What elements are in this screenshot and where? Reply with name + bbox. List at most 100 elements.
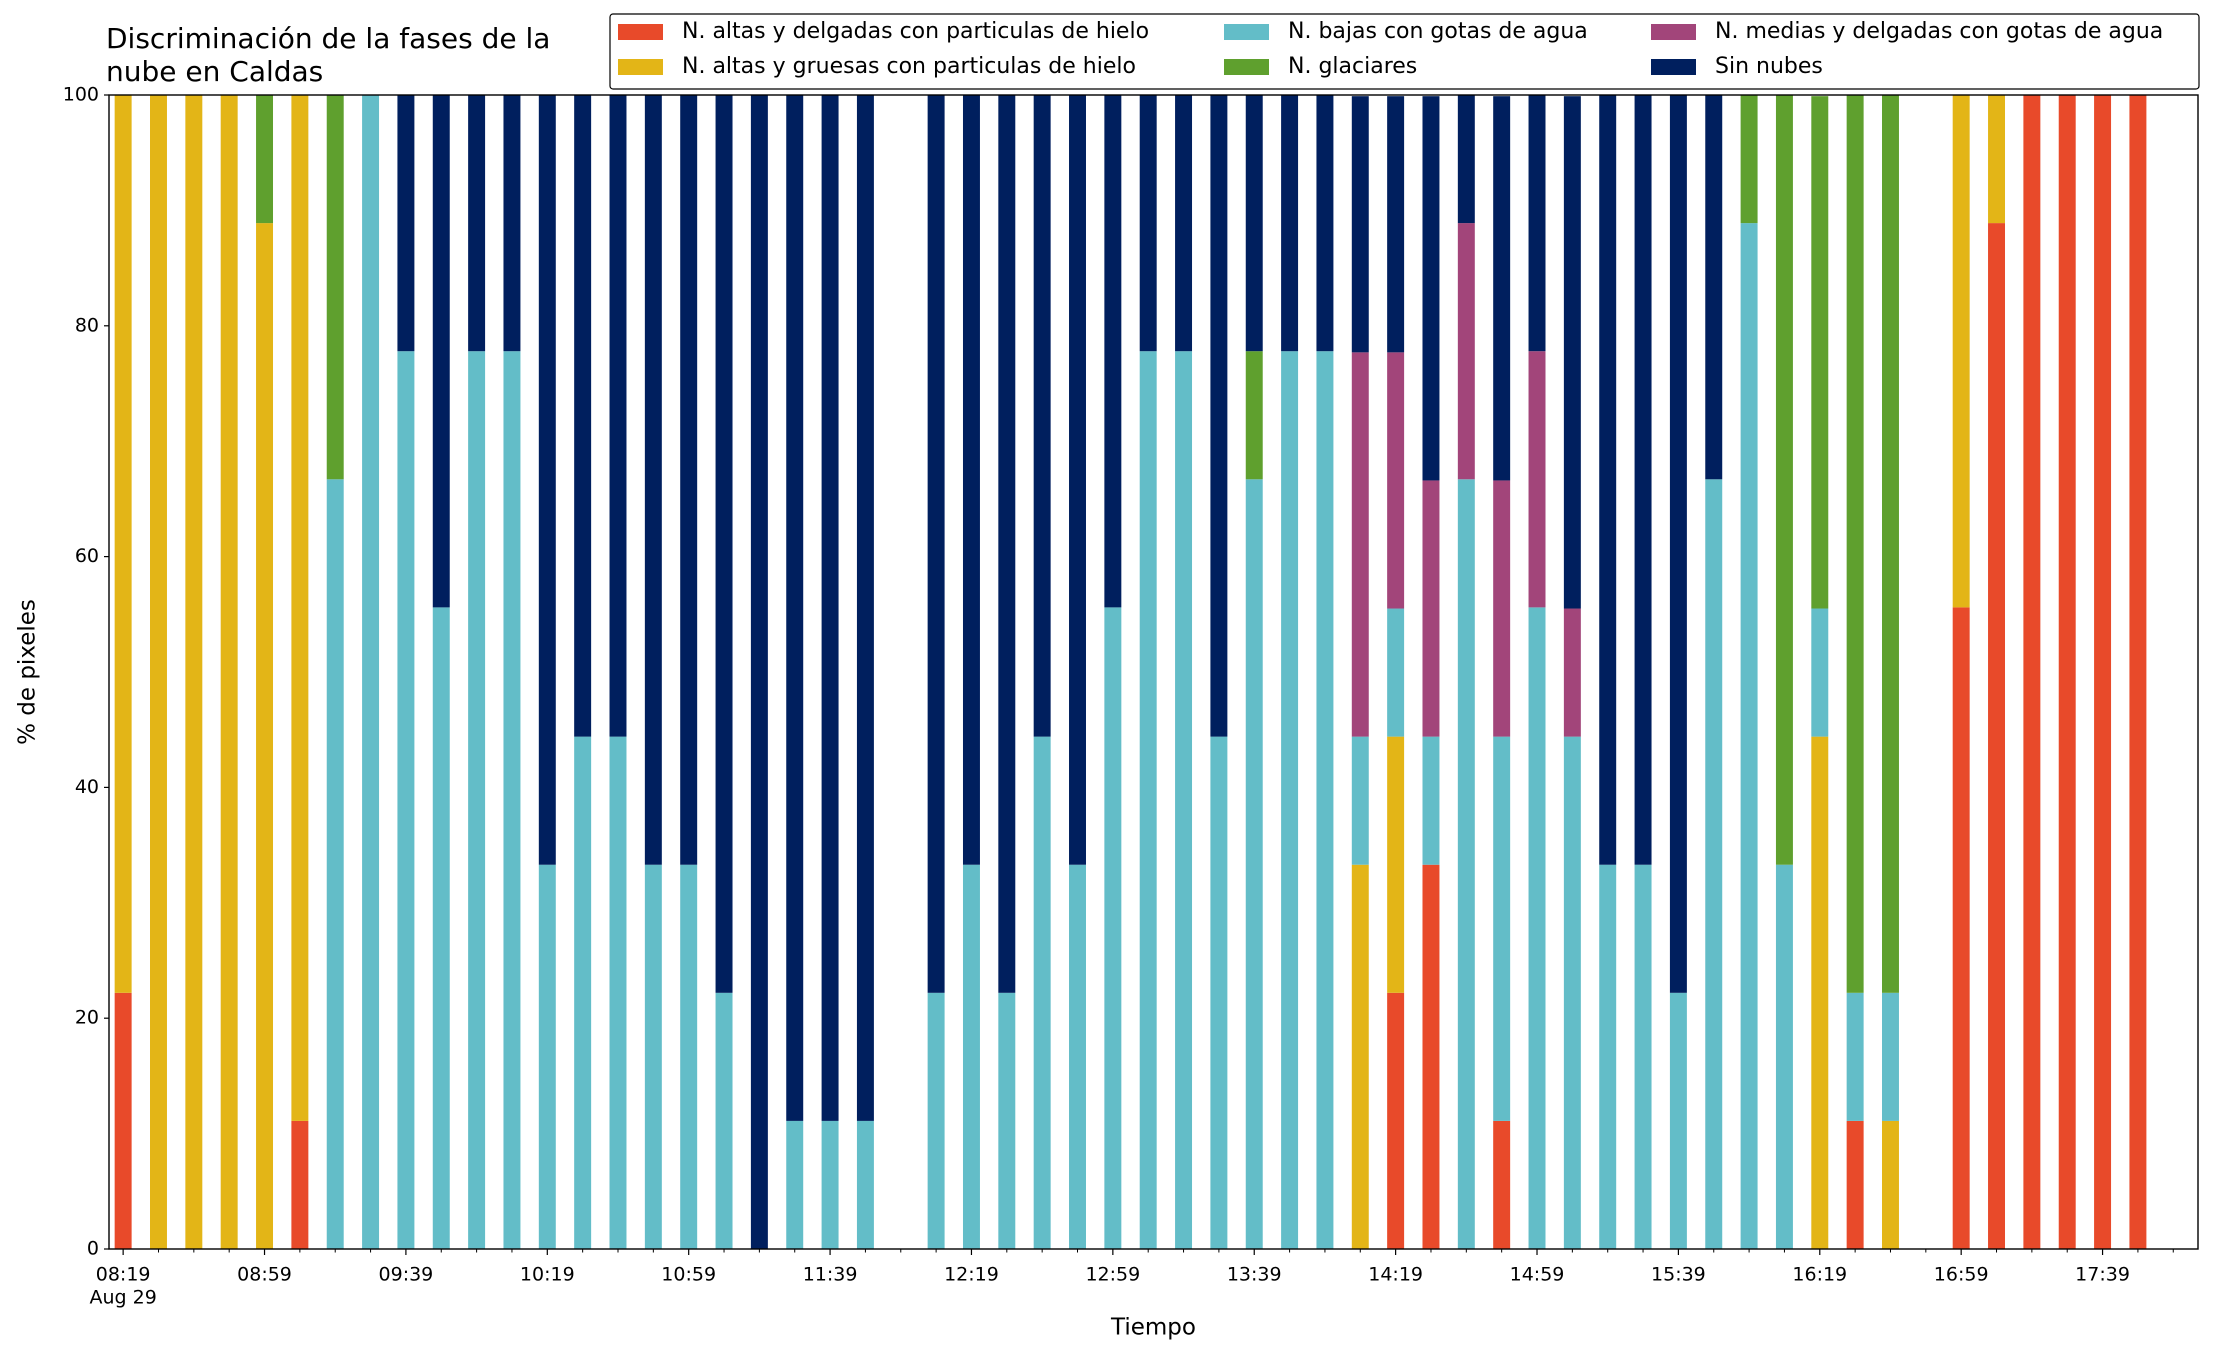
bar-segment	[1387, 96, 1405, 353]
bar-segment	[1316, 95, 1334, 352]
bar-segment	[1740, 223, 1758, 1249]
bar-segment	[1881, 95, 1899, 993]
bar-segment	[468, 351, 486, 1249]
bar-segment	[1599, 95, 1617, 865]
bar-segment	[114, 992, 132, 1249]
bar-segment	[1811, 736, 1829, 1249]
bar-segment	[609, 736, 627, 1249]
bar-segment	[1493, 480, 1511, 737]
bar-segment	[998, 95, 1016, 993]
bar-segment	[644, 95, 662, 865]
bar-segment	[1316, 351, 1334, 1249]
bar-segment	[2129, 95, 2147, 1249]
bar-segment	[680, 864, 698, 1249]
bar-segment	[962, 864, 980, 1249]
bar-segment	[574, 95, 592, 737]
bar-segment	[574, 736, 592, 1249]
legend-box	[609, 13, 2200, 90]
x-tick-label: 12:19	[944, 1264, 999, 1286]
bar-segment	[1563, 608, 1581, 737]
bar-segment	[715, 992, 733, 1249]
bar-segment	[291, 1120, 309, 1249]
bar-segment	[1493, 1120, 1511, 1249]
bar-segment	[150, 95, 167, 1249]
bar-segment	[1281, 95, 1299, 352]
bar-segment	[432, 95, 450, 608]
bar-segment	[1528, 95, 1546, 352]
x-tick-label: 14:19	[1368, 1264, 1423, 1286]
x-tick-label: 17:39	[2075, 1264, 2130, 1286]
bar-segment	[1387, 352, 1405, 609]
bar-segment	[185, 95, 203, 1249]
bar-segment	[291, 95, 309, 1121]
bar-segment	[1528, 351, 1546, 608]
bar-segment	[1669, 95, 1687, 993]
bar-segment	[1387, 992, 1405, 1249]
bar-segment	[432, 607, 450, 1249]
bar-segment	[1175, 95, 1193, 352]
bar-segment	[538, 864, 556, 1249]
bar-segment	[1952, 95, 1970, 608]
legend-label: N. altas y delgadas con particulas de hi…	[682, 19, 1149, 44]
legend-label: N. medias y delgadas con gotas de agua	[1715, 19, 2163, 44]
bar-segment	[1069, 95, 1086, 865]
legend-swatch	[1651, 24, 1696, 40]
bar-segment	[1387, 608, 1405, 737]
y-tick-label: 0	[87, 1238, 99, 1260]
bar-segment	[927, 95, 945, 993]
bar-segment	[1881, 992, 1899, 1121]
bar-segment	[1705, 479, 1723, 1250]
bar-segment	[397, 351, 415, 1249]
legend-label: N. altas y gruesas con particulas de hie…	[682, 54, 1136, 79]
bar-segment	[538, 95, 556, 865]
bar-segment	[397, 95, 415, 352]
bar-segment	[1351, 736, 1369, 865]
legend-label: Sin nubes	[1715, 54, 1823, 79]
bar-segment	[1811, 96, 1829, 609]
bar-segment	[1952, 607, 1970, 1249]
bar-segment	[1846, 95, 1864, 993]
x-tick-label: 11:39	[803, 1264, 858, 1286]
bar-segment	[1705, 95, 1723, 480]
legend-label: N. glaciares	[1288, 54, 1417, 79]
x-tick-label: 10:19	[520, 1264, 575, 1286]
bar-segment	[1634, 864, 1652, 1249]
bar-segment	[1387, 736, 1405, 993]
bar-segment	[680, 95, 698, 865]
bar-segment	[715, 95, 733, 993]
chart-title: Discriminación de la fases de la nube en…	[106, 22, 551, 88]
bar-segment	[1634, 95, 1652, 865]
bar-segment	[468, 95, 486, 352]
bar-segment	[2058, 95, 2076, 1249]
bar-segment	[856, 1120, 874, 1249]
bar-segment	[1069, 864, 1086, 1249]
bar-segment	[1457, 95, 1475, 224]
legend-label: N. bajas con gotas de agua	[1288, 19, 1588, 44]
bar-segment	[1775, 95, 1793, 865]
bar-segment	[1493, 96, 1511, 481]
bar-segment	[1033, 95, 1051, 737]
bar-segment	[1139, 95, 1157, 352]
x-tick-label: 13:39	[1227, 1264, 1282, 1286]
legend-swatch	[1224, 24, 1269, 40]
bar-segment	[326, 479, 344, 1250]
bar-segment	[998, 992, 1016, 1249]
bar-segment	[1104, 607, 1122, 1249]
bar-segment	[1528, 607, 1546, 1249]
bar-segment	[786, 1120, 804, 1249]
bar-segment	[644, 864, 662, 1249]
y-axis-label: % de pixeles	[15, 599, 41, 745]
plot-frame	[108, 94, 2199, 1250]
bar-segment	[1139, 351, 1157, 1249]
x-tick-label: 08:59	[237, 1264, 292, 1286]
x-tick-label: 12:59	[1085, 1264, 1140, 1286]
bar-segment	[1351, 352, 1369, 737]
bar-segment	[1104, 95, 1122, 608]
bar-segment	[1210, 736, 1228, 1249]
bar-segment	[1351, 96, 1369, 353]
bar-segment	[503, 95, 521, 352]
bar-segment	[256, 223, 274, 1249]
bar-segment	[821, 95, 839, 1121]
x-tick-label: 15:39	[1651, 1264, 1706, 1286]
